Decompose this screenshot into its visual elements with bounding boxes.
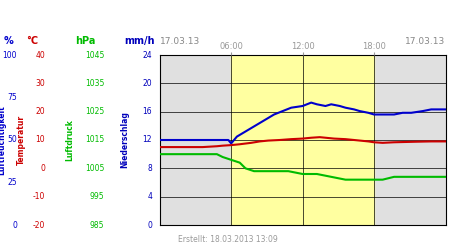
Text: Luftdruck: Luftdruck	[65, 119, 74, 161]
Text: 0: 0	[147, 220, 152, 230]
Text: 1045: 1045	[85, 50, 104, 59]
Text: 20: 20	[143, 79, 152, 88]
Text: 4: 4	[147, 192, 152, 201]
Text: 0: 0	[40, 164, 45, 173]
Text: 985: 985	[90, 220, 104, 230]
Text: 100: 100	[3, 50, 17, 59]
Bar	[231, 55, 374, 225]
Text: 8: 8	[147, 164, 152, 173]
Text: 16: 16	[143, 107, 152, 116]
Text: 75: 75	[7, 93, 17, 102]
Text: 12: 12	[143, 136, 152, 144]
Text: 1015: 1015	[85, 136, 104, 144]
Text: 20: 20	[36, 107, 45, 116]
Text: 24: 24	[143, 50, 152, 59]
Text: Niederschlag: Niederschlag	[121, 112, 130, 168]
Text: 1025: 1025	[85, 107, 104, 116]
Text: mm/h: mm/h	[124, 36, 155, 46]
Text: 10: 10	[36, 136, 45, 144]
Text: Luftfeuchtigkeit: Luftfeuchtigkeit	[0, 105, 6, 175]
Text: -10: -10	[32, 192, 45, 201]
Text: %: %	[4, 36, 14, 46]
Text: 0: 0	[12, 220, 17, 230]
Text: 25: 25	[8, 178, 17, 187]
Text: 40: 40	[35, 50, 45, 59]
Text: -20: -20	[32, 220, 45, 230]
Text: °C: °C	[27, 36, 38, 46]
Text: Temperatur: Temperatur	[17, 115, 26, 165]
Text: 995: 995	[90, 192, 104, 201]
Text: hPa: hPa	[75, 36, 96, 46]
Text: 1035: 1035	[85, 79, 104, 88]
Text: 1005: 1005	[85, 164, 104, 173]
Text: 50: 50	[7, 136, 17, 144]
Text: 17.03.13: 17.03.13	[405, 37, 446, 46]
Text: Erstellt: 18.03.2013 13:09: Erstellt: 18.03.2013 13:09	[178, 235, 278, 244]
Text: 17.03.13: 17.03.13	[160, 37, 200, 46]
Text: 30: 30	[35, 79, 45, 88]
